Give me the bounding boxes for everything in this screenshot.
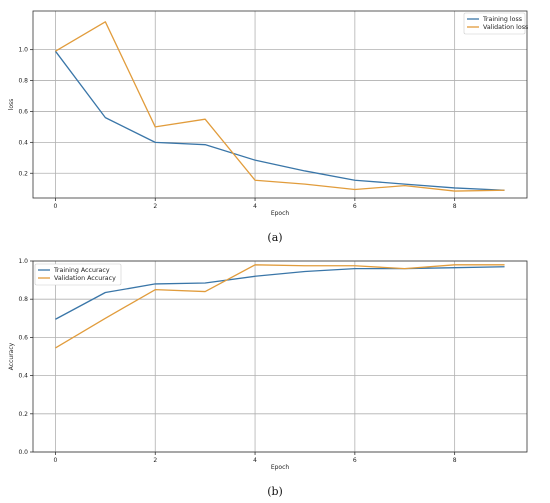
x-tick-label: 0 bbox=[54, 457, 58, 464]
data-point bbox=[205, 119, 206, 120]
y-tick-label: 0.2 bbox=[18, 411, 28, 418]
data-point bbox=[354, 265, 355, 266]
data-point bbox=[205, 291, 206, 292]
data-point bbox=[454, 264, 455, 265]
x-tick-label: 4 bbox=[253, 203, 257, 210]
data-point bbox=[155, 283, 156, 284]
data-point bbox=[55, 319, 56, 320]
data-point bbox=[304, 271, 305, 272]
x-tick-label: 0 bbox=[54, 203, 58, 210]
x-tick-label: 8 bbox=[453, 457, 457, 464]
chart-1: 0 2 4 6 8 0.2 0.4 0.6 0.8 1.0 Epoch loss Training lo… bbox=[8, 10, 528, 244]
plot-frame bbox=[32, 10, 528, 199]
y-tick-label: 0.0 bbox=[18, 449, 28, 456]
data-point bbox=[55, 347, 56, 348]
data-point bbox=[404, 268, 405, 269]
legend-box bbox=[463, 12, 526, 35]
legend-label: Training Accuracy bbox=[53, 267, 110, 274]
data-point bbox=[254, 160, 255, 161]
data-point bbox=[504, 266, 505, 267]
data-point bbox=[55, 51, 56, 52]
panel-caption: (a) bbox=[267, 231, 282, 244]
data-point bbox=[304, 265, 305, 266]
series-line-validation-loss bbox=[55, 21, 505, 192]
data-point bbox=[105, 292, 106, 293]
y-tick-label: 0.2 bbox=[18, 170, 28, 177]
legend-label: Training loss bbox=[482, 16, 522, 23]
data-point bbox=[304, 183, 305, 184]
data-point bbox=[254, 180, 255, 181]
y-tick-label: 0.4 bbox=[18, 373, 28, 380]
data-point bbox=[105, 21, 106, 22]
data-point bbox=[504, 190, 505, 191]
y-axis-label: loss bbox=[8, 99, 15, 111]
x-tick-label: 4 bbox=[253, 457, 257, 464]
y-tick-label: 1.0 bbox=[18, 258, 28, 265]
data-point bbox=[254, 264, 255, 265]
legend-box bbox=[34, 263, 122, 286]
data-point bbox=[205, 282, 206, 283]
data-point bbox=[404, 185, 405, 186]
data-point bbox=[354, 189, 355, 190]
data-point bbox=[155, 142, 156, 143]
data-point bbox=[205, 144, 206, 145]
x-axis-label: Epoch bbox=[271, 210, 290, 217]
plot-frame bbox=[32, 260, 528, 453]
data-point bbox=[404, 183, 405, 184]
y-axis-label: Accuracy bbox=[8, 342, 15, 370]
data-point bbox=[454, 187, 455, 188]
x-axis-label: Epoch bbox=[271, 464, 290, 471]
legend-label: Validation loss bbox=[483, 24, 528, 31]
x-tick-label: 2 bbox=[153, 203, 157, 210]
series-line-training-accuracy bbox=[55, 266, 505, 320]
data-point bbox=[105, 117, 106, 118]
data-point bbox=[454, 267, 455, 268]
panel-caption: (b) bbox=[267, 485, 283, 498]
series-line-training-loss bbox=[54, 50, 505, 191]
y-tick-label: 0.6 bbox=[18, 334, 28, 341]
y-tick-label: 0.4 bbox=[18, 139, 28, 146]
data-point bbox=[155, 126, 156, 127]
series-line-validation-accuracy bbox=[55, 264, 505, 349]
data-point bbox=[304, 170, 305, 171]
y-tick-label: 0.8 bbox=[18, 78, 28, 85]
y-tick-label: 1.0 bbox=[18, 47, 28, 54]
chart-2: 0 2 4 6 8 0.0 0.2 0.4 0.6 0.8 1.0 Epoch Accuracy Trai… bbox=[8, 258, 528, 498]
data-point bbox=[354, 268, 355, 269]
x-tick-label: 6 bbox=[353, 203, 357, 210]
data-point bbox=[254, 276, 255, 277]
x-tick-label: 2 bbox=[153, 457, 157, 464]
x-tick-label: 8 bbox=[453, 203, 457, 210]
data-point bbox=[105, 318, 106, 319]
x-tick-label: 6 bbox=[353, 457, 357, 464]
data-point bbox=[504, 264, 505, 265]
data-point bbox=[454, 190, 455, 191]
data-point bbox=[354, 180, 355, 181]
data-point bbox=[155, 289, 156, 290]
y-tick-label: 0.8 bbox=[18, 296, 28, 303]
y-tick-label: 0.6 bbox=[18, 108, 28, 115]
legend-label: Validation Accuracy bbox=[54, 275, 116, 282]
